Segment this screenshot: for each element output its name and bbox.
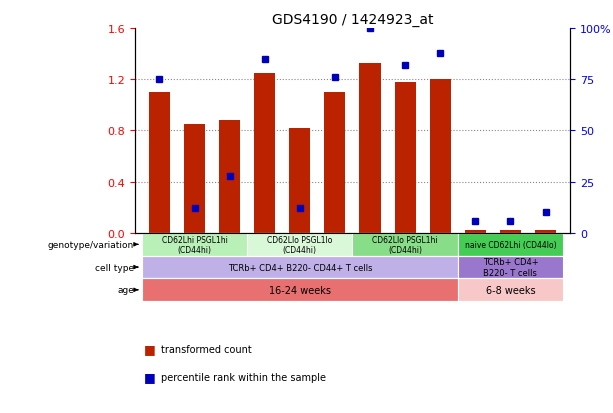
- Text: CD62Llo PSGL1lo
(CD44hi): CD62Llo PSGL1lo (CD44hi): [267, 235, 332, 254]
- Bar: [282, 233, 318, 235]
- Bar: [142, 279, 458, 301]
- Bar: [142, 233, 247, 256]
- Text: ■: ■: [143, 370, 155, 383]
- Bar: [142, 233, 177, 235]
- Bar: [458, 233, 563, 256]
- Bar: [254, 74, 275, 233]
- Bar: [247, 233, 352, 256]
- Text: cell type: cell type: [95, 263, 134, 272]
- Bar: [318, 233, 352, 235]
- Title: GDS4190 / 1424923_at: GDS4190 / 1424923_at: [272, 12, 433, 26]
- Bar: [184, 125, 205, 233]
- Text: transformed count: transformed count: [161, 344, 252, 354]
- Text: 6-8 weeks: 6-8 weeks: [485, 285, 535, 295]
- Text: ■: ■: [143, 342, 155, 356]
- Bar: [149, 93, 170, 233]
- Text: percentile rank within the sample: percentile rank within the sample: [161, 372, 326, 382]
- Bar: [423, 233, 458, 235]
- Bar: [352, 233, 458, 256]
- Bar: [289, 128, 310, 233]
- Text: TCRb+ CD4+
B220- T cells: TCRb+ CD4+ B220- T cells: [482, 258, 538, 277]
- Text: CD62Lhi PSGL1hi
(CD44hi): CD62Lhi PSGL1hi (CD44hi): [162, 235, 227, 254]
- Bar: [430, 80, 451, 233]
- Bar: [247, 233, 282, 235]
- Text: naive CD62Lhi (CD44lo): naive CD62Lhi (CD44lo): [465, 240, 556, 249]
- Bar: [359, 64, 381, 233]
- Bar: [142, 256, 458, 279]
- Bar: [458, 256, 563, 279]
- Bar: [535, 231, 556, 233]
- Bar: [458, 279, 563, 301]
- Text: 16-24 weeks: 16-24 weeks: [269, 285, 331, 295]
- Bar: [493, 233, 528, 235]
- Bar: [500, 231, 521, 233]
- Bar: [352, 233, 387, 235]
- Bar: [458, 233, 493, 235]
- Bar: [324, 93, 346, 233]
- Bar: [219, 121, 240, 233]
- Bar: [528, 233, 563, 235]
- Bar: [465, 231, 486, 233]
- Text: CD62Llo PSGL1hi
(CD44hi): CD62Llo PSGL1hi (CD44hi): [372, 235, 438, 254]
- Text: genotype/variation: genotype/variation: [48, 240, 134, 249]
- Text: TCRb+ CD4+ B220- CD44+ T cells: TCRb+ CD4+ B220- CD44+ T cells: [227, 263, 372, 272]
- Bar: [212, 233, 247, 235]
- Bar: [177, 233, 212, 235]
- Bar: [387, 233, 423, 235]
- Text: age: age: [117, 286, 134, 294]
- Bar: [395, 83, 416, 233]
